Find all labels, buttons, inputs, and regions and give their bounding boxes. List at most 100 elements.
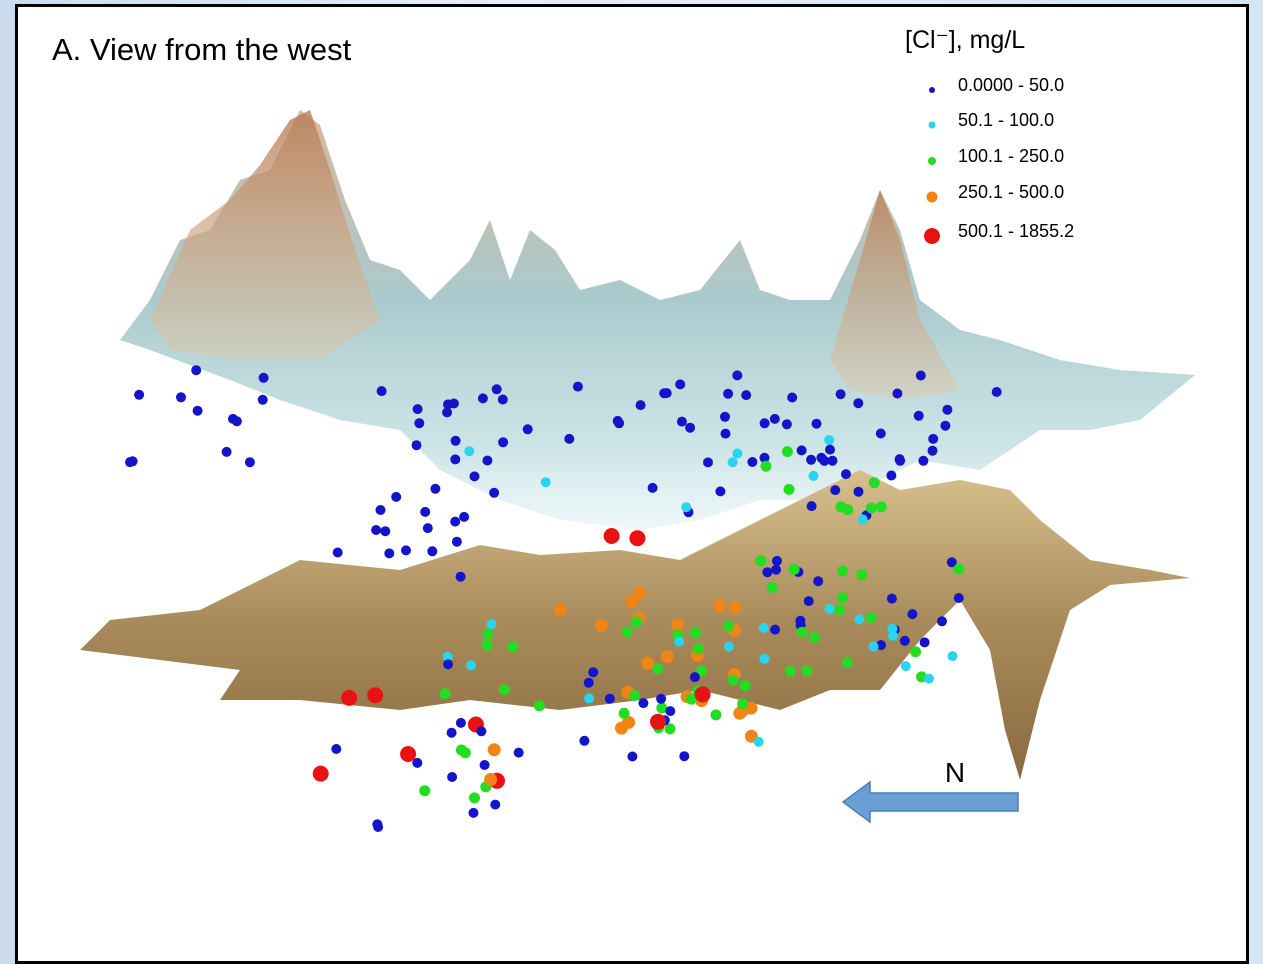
sample-point <box>806 455 816 465</box>
sample-point <box>492 384 502 394</box>
sample-point <box>723 621 734 632</box>
sample-point <box>627 752 637 762</box>
sample-point <box>193 406 203 416</box>
sample-point <box>469 792 480 803</box>
sample-point <box>876 501 887 512</box>
sample-point <box>828 456 838 466</box>
sample-point <box>674 637 684 647</box>
sample-point <box>853 398 863 408</box>
sample-point <box>564 434 574 444</box>
north-label: N <box>945 757 965 788</box>
legend: [Cl⁻], mg/L 0.0000 - 50.050.1 - 100.0100… <box>905 26 1074 244</box>
sample-point <box>430 484 440 494</box>
sample-point <box>636 400 646 410</box>
sample-point <box>605 694 615 704</box>
sample-point <box>732 370 742 380</box>
sample-point <box>650 714 666 730</box>
sample-point <box>795 616 805 626</box>
sample-point <box>447 772 457 782</box>
sample-point <box>928 434 938 444</box>
sample-point <box>377 386 387 396</box>
sample-point <box>690 672 700 682</box>
sample-point <box>741 390 751 400</box>
sample-point <box>695 686 711 702</box>
sample-point <box>992 387 1002 397</box>
sample-point <box>652 663 663 674</box>
sample-point <box>740 680 751 691</box>
sample-point <box>876 429 886 439</box>
sample-point <box>737 699 748 710</box>
sample-point <box>869 477 880 488</box>
sample-point <box>619 708 630 719</box>
sample-point <box>134 390 144 400</box>
sample-point <box>413 404 423 414</box>
sample-point <box>825 604 835 614</box>
sample-point <box>451 436 461 446</box>
sample-point <box>484 773 497 786</box>
sample-point <box>447 728 457 738</box>
sample-point <box>721 429 731 439</box>
sample-point <box>954 593 964 603</box>
sample-point <box>914 411 924 421</box>
sample-point <box>789 564 800 575</box>
sample-point <box>584 693 594 703</box>
sample-point <box>953 564 964 575</box>
sample-point <box>384 548 394 558</box>
sample-point <box>715 486 725 496</box>
sample-point <box>677 417 687 427</box>
sample-point <box>675 379 685 389</box>
sample-point <box>245 457 255 467</box>
sample-point <box>759 623 769 633</box>
sample-point <box>648 483 658 493</box>
sample-point <box>681 502 691 512</box>
sample-point <box>638 698 648 708</box>
sample-point <box>720 412 730 422</box>
sample-point <box>228 414 238 424</box>
sample-point <box>629 530 645 546</box>
sample-point <box>784 484 795 495</box>
sample-point <box>920 637 930 647</box>
sample-point <box>858 514 868 524</box>
sample-point <box>785 666 796 677</box>
sample-point <box>830 485 840 495</box>
sample-point <box>916 371 926 381</box>
sample-point <box>760 418 770 428</box>
figure: A. View from the west [Cl⁻], mg/L 0.0000… <box>0 0 1263 957</box>
sample-point <box>466 660 476 670</box>
sample-point <box>937 616 947 626</box>
sample-point <box>371 525 381 535</box>
sample-point <box>772 556 782 566</box>
sample-point <box>622 627 633 638</box>
legend-label: 100.1 - 250.0 <box>958 146 1064 166</box>
legend-title: [Cl⁻], mg/L <box>905 26 1025 54</box>
sample-point <box>907 609 917 619</box>
sample-point <box>443 659 453 669</box>
terrain-peak <box>150 110 380 360</box>
sample-point <box>499 684 510 695</box>
sample-point <box>419 785 430 796</box>
figure-title: A. View from the west <box>52 32 352 67</box>
sample-point <box>901 661 911 671</box>
sample-point <box>401 545 411 555</box>
sample-point <box>456 572 466 582</box>
sample-point <box>948 651 958 661</box>
sample-point <box>258 395 268 405</box>
sample-point <box>771 565 781 575</box>
sample-point <box>761 461 772 472</box>
sample-point <box>665 706 675 716</box>
sample-point <box>440 688 451 699</box>
sample-point <box>710 709 721 720</box>
sample-point <box>888 631 898 641</box>
sample-point <box>762 567 772 577</box>
legend-swatch <box>928 157 936 165</box>
sample-point <box>807 501 817 511</box>
sample-point <box>128 456 138 466</box>
legend-label: 0.0000 - 50.0 <box>958 75 1064 95</box>
sample-point <box>498 395 508 405</box>
sample-point <box>459 512 469 522</box>
sample-point <box>856 569 867 580</box>
sample-point <box>770 625 780 635</box>
sample-point <box>259 373 269 383</box>
arrow <box>843 782 1018 822</box>
sample-point <box>614 418 624 428</box>
